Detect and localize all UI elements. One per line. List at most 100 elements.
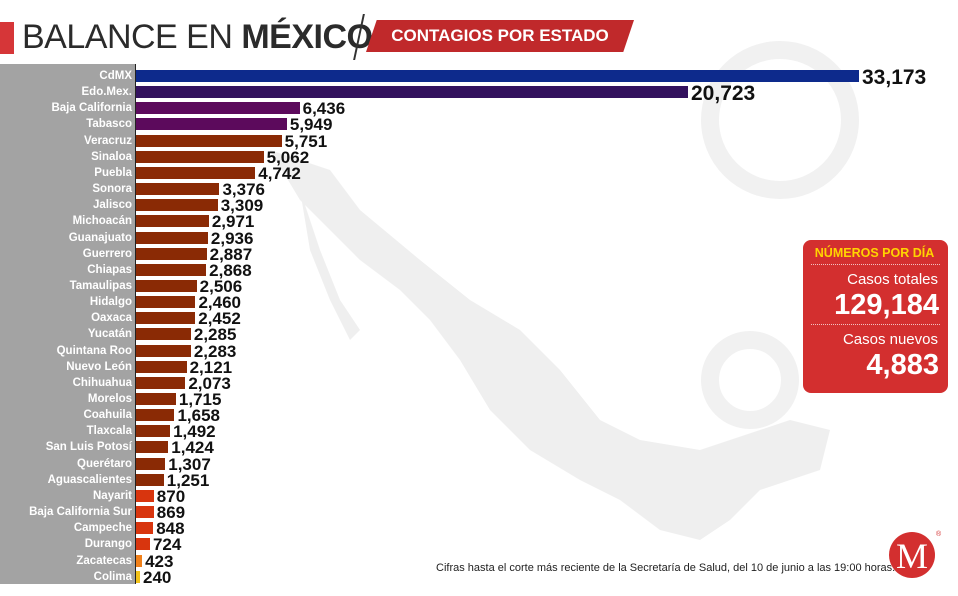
bar-value-label: 240: [143, 567, 172, 587]
milenio-logo: M: [889, 532, 935, 578]
bar: [136, 425, 171, 438]
bar-value-label: 848: [156, 519, 185, 539]
state-label: Baja California: [51, 102, 132, 115]
daily-numbers-heading: NÚMEROS POR DÍA: [814, 246, 935, 260]
bar-value-label: 2,121: [189, 357, 233, 377]
bar-value-label: 1,424: [171, 438, 214, 458]
header-accent-block: [0, 22, 14, 54]
bar: [136, 393, 176, 405]
bar: [136, 247, 207, 260]
bar: [136, 215, 209, 228]
title-light: BALANCE EN: [22, 18, 242, 56]
bar-value-label: 2,868: [209, 260, 252, 280]
bar: [136, 376, 186, 389]
bar-value-label: 1,658: [177, 406, 220, 426]
state-label: Campeche: [73, 522, 132, 535]
state-label: Jalisco: [93, 199, 132, 212]
bar-value-label: 5,062: [266, 147, 310, 167]
bar-value-label: 870: [156, 486, 186, 506]
state-label: Edo.Mex.: [81, 86, 132, 99]
source-footnote: Cifras hasta el corte más reciente de la…: [436, 562, 896, 574]
state-label: Colima: [93, 570, 132, 583]
state-label: CdMX: [99, 70, 132, 82]
state-label-column: [0, 64, 135, 584]
bar: [136, 409, 175, 422]
bar-value-label: 2,073: [188, 373, 231, 393]
bar: [136, 70, 859, 82]
bar: [136, 231, 208, 244]
state-label: Baja California Sur: [29, 506, 132, 519]
bar: [136, 183, 220, 196]
bar-value-label: 2,971: [211, 212, 255, 232]
state-label: Durango: [84, 538, 132, 551]
state-label: Zacatecas: [76, 554, 132, 567]
bar-value-label: 4,742: [258, 163, 301, 183]
bar-value-label: 2,936: [210, 228, 254, 248]
state-label: Sinaloa: [91, 150, 132, 163]
state-label: Morelos: [87, 393, 132, 405]
bar: [136, 538, 150, 551]
state-label: San Luis Potosí: [45, 441, 132, 454]
state-label: Guanajuato: [68, 231, 132, 244]
state-label: Puebla: [94, 166, 132, 179]
state-label: Nuevo León: [66, 360, 132, 373]
state-label: Querétaro: [77, 457, 132, 470]
bar-value-label: 2,460: [198, 293, 241, 313]
bar: [136, 118, 287, 131]
dotted-divider: [811, 324, 940, 325]
state-label: Guerrero: [82, 247, 132, 260]
total-cases-label: Casos totales: [847, 271, 938, 288]
bar: [136, 360, 187, 373]
bar: [136, 312, 196, 325]
bar: [136, 328, 191, 341]
bar: [136, 489, 154, 502]
state-label: Michoacán: [72, 215, 132, 228]
state-label: Tabasco: [86, 118, 132, 131]
bar-value-label: 2,452: [198, 309, 241, 329]
state-label: Sonora: [92, 183, 132, 196]
daily-numbers-box: NÚMEROS POR DÍA Casos totales 129,184 Ca…: [803, 240, 948, 393]
bar: [136, 473, 164, 486]
bar: [136, 554, 143, 567]
total-cases-value: 129,184: [834, 289, 939, 321]
bar: [136, 344, 191, 357]
state-label: Tlaxcala: [86, 425, 132, 438]
bar-value-label: 1,251: [166, 470, 210, 490]
bar: [136, 441, 169, 454]
state-label: Quintana Roo: [56, 344, 132, 357]
bar: [136, 570, 140, 583]
state-label: Veracruz: [84, 134, 132, 147]
page-title: BALANCE EN MÉXICO: [22, 18, 373, 57]
bar: [136, 279, 197, 292]
bar-value-label: 3,309: [220, 196, 264, 216]
bar: [136, 263, 207, 276]
state-label: Coahuila: [83, 409, 132, 422]
bar: [136, 102, 300, 115]
subtitle-banner: CONTAGIOS POR ESTADO: [366, 20, 634, 52]
bar-value-label: 423: [145, 551, 174, 571]
bar: [136, 166, 256, 179]
bar-value-label: 2,283: [193, 341, 237, 361]
state-label: Hidalgo: [89, 296, 132, 309]
bar-value-label: 5,949: [289, 115, 333, 135]
bar-value-label: 1,492: [173, 422, 216, 442]
bar-value-label: 33,173: [862, 66, 927, 89]
new-cases-value: 4,883: [866, 349, 939, 381]
bar-value-label: 1,307: [168, 454, 211, 474]
registered-mark: ®: [936, 531, 942, 538]
state-label: Yucatán: [87, 328, 132, 341]
bar-value-label: 2,887: [209, 244, 253, 264]
bar: [136, 150, 264, 163]
bar-value-label: 5,751: [284, 131, 328, 151]
bar-value-label: 2,506: [199, 276, 243, 296]
chart-axis-line: [135, 64, 136, 584]
dotted-divider: [811, 264, 940, 265]
state-label: Oaxaca: [91, 312, 132, 325]
bar: [136, 506, 154, 519]
new-cases-label: Casos nuevos: [842, 331, 938, 348]
bar: [136, 199, 218, 212]
bar: [136, 296, 196, 309]
bar: [136, 522, 154, 535]
bar-value-label: 724: [152, 535, 182, 555]
